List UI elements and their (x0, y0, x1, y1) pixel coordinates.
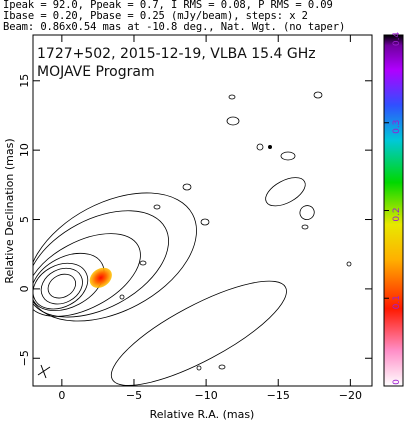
y-tick-label: 15 (18, 74, 31, 88)
y-axis-label: Relative Declination (mas) (3, 138, 16, 283)
contour-line (110, 280, 287, 386)
contour-lines (33, 177, 315, 386)
beam-marker (37, 364, 51, 379)
plot-title-line-2: MOJAVE Program (37, 64, 155, 80)
x-axis-label: Relative R.A. (mas) (150, 408, 255, 421)
header-line-2: Ibase = 0.20, Pbase = 0.25 (mJy/beam), s… (3, 10, 308, 22)
contour-line (40, 267, 83, 305)
contour-line (47, 273, 77, 299)
y-tick-label: −5 (18, 350, 31, 366)
contour-line (33, 262, 89, 310)
contour-line (299, 205, 315, 220)
contour-line (33, 192, 197, 322)
plot-frame (32, 34, 373, 387)
header-line-3: Beam: 0.86x0.54 mas at -10.8 deg., Nat. … (3, 21, 346, 33)
y-tick-label: 5 (18, 216, 31, 223)
x-tick-label: −15 (267, 389, 290, 402)
plot-area (33, 91, 352, 386)
noise-contours (119, 91, 352, 371)
colorbar-tick-label: 0.2 (392, 207, 402, 221)
x-tick-label: −5 (126, 389, 142, 402)
contour-line (265, 177, 306, 207)
axis-ticks (33, 35, 372, 386)
plot-title-line-1: 1727+502, 2015-12-19, VLBA 15.4 GHz (37, 46, 316, 62)
colorbar-ticks: 0 0.1 0.2 0.3 0.4 (384, 32, 402, 387)
colorbar-tick-label: 0.3 (392, 120, 402, 134)
contour-line (33, 210, 169, 318)
y-tick-label: 10 (18, 143, 31, 157)
contour-line (33, 233, 141, 317)
y-tick-label: 0 (18, 285, 31, 292)
axis-tick-labels: 0 −5 −10 −15 −20 −5 0 5 10 15 (18, 74, 362, 402)
x-tick-label: 0 (58, 389, 65, 402)
polarization-peak (89, 267, 112, 288)
colorbar-tick-label: 0.4 (392, 32, 402, 47)
header-line-1: Ipeak = 92.0, Ppeak = 0.7, I RMS = 0.08,… (3, 0, 333, 11)
colorbar-tick-label: 0.1 (392, 295, 402, 309)
x-tick-label: −20 (339, 389, 362, 402)
x-tick-label: −10 (194, 389, 217, 402)
colorbar-tick-label: 0 (392, 379, 402, 385)
contour-line (33, 252, 105, 311)
polarization-spot (89, 267, 112, 288)
